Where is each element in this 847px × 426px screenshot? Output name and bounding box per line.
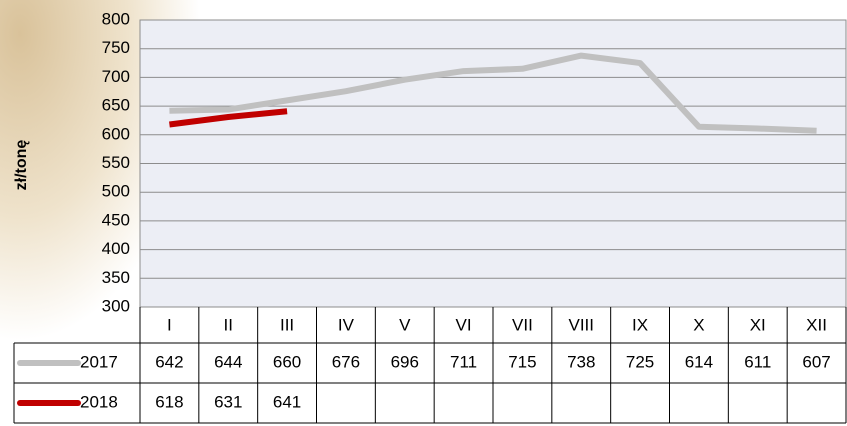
table-value: 738	[567, 352, 595, 371]
y-axis-label: zł/tonę	[13, 140, 30, 191]
x-tick-label: X	[693, 315, 704, 334]
table-value: 676	[332, 352, 360, 371]
x-tick-label: I	[167, 315, 172, 334]
x-tick-label: VII	[512, 315, 533, 334]
table-value: 711	[450, 352, 477, 371]
series-line	[169, 108, 288, 128]
table-value: 696	[391, 352, 419, 371]
legend-label: 2018	[80, 392, 118, 411]
y-tick-label: 700	[102, 67, 130, 86]
table-value: 614	[685, 352, 713, 371]
table-value: 660	[273, 352, 301, 371]
table-value: 618	[155, 392, 183, 411]
table-value: 611	[744, 352, 771, 371]
table-value: 644	[214, 352, 242, 371]
x-tick-label: II	[224, 315, 233, 334]
table-value: 642	[155, 352, 183, 371]
table-value: 641	[273, 392, 301, 411]
y-tick-label: 450	[102, 210, 130, 229]
y-tick-label: 400	[102, 239, 130, 258]
table-value: 725	[626, 352, 654, 371]
x-tick-label: III	[280, 315, 294, 334]
y-tick-label: 650	[102, 96, 130, 115]
y-tick-label: 750	[102, 38, 130, 57]
table-value: 631	[214, 392, 242, 411]
x-tick-label: XI	[750, 315, 766, 334]
series-line	[169, 52, 817, 134]
x-tick-label: IX	[632, 315, 648, 334]
x-tick-label: VIII	[568, 315, 594, 334]
y-tick-label: 800	[102, 9, 130, 28]
y-tick-label: 500	[102, 182, 130, 201]
y-tick-label: 550	[102, 153, 130, 172]
x-tick-label: V	[399, 315, 411, 334]
table-value: 715	[508, 352, 536, 371]
y-tick-label: 600	[102, 124, 130, 143]
x-tick-label: XII	[806, 315, 827, 334]
table-value: 607	[802, 352, 830, 371]
legend-label: 2017	[80, 352, 118, 371]
x-tick-label: IV	[338, 315, 355, 334]
y-tick-label: 350	[102, 268, 130, 287]
y-tick-label: 300	[102, 296, 130, 315]
x-tick-label: VI	[456, 315, 472, 334]
